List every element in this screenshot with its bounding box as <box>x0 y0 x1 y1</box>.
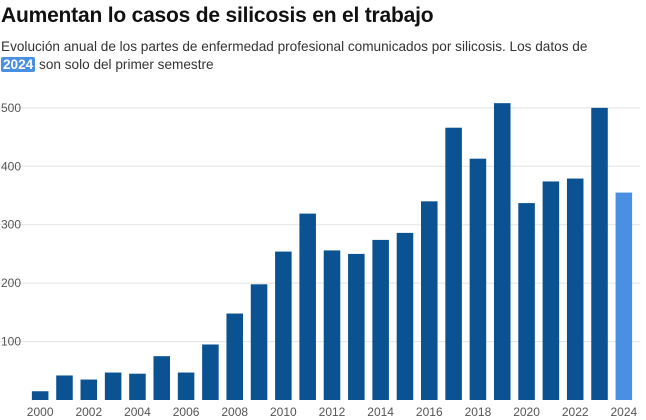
bar-2020 <box>518 203 535 400</box>
x-tick-label: 2024 <box>610 405 637 419</box>
x-tick-label: 2008 <box>221 405 248 419</box>
y-axis-labels: 100 200 300 400 500 <box>1 101 21 349</box>
bar-2001 <box>56 375 73 400</box>
y-tick-label: 400 <box>1 159 21 173</box>
bar-2012 <box>323 250 341 400</box>
x-tick-label: 2004 <box>124 405 151 419</box>
x-tick-label: 2000 <box>27 405 54 419</box>
x-tick-label: 2002 <box>75 405 102 419</box>
subtitle-text: Evolución anual de los partes de enferme… <box>1 39 588 54</box>
bar-2003 <box>104 372 122 400</box>
bar-2005 <box>153 356 171 400</box>
bar-2016 <box>421 201 438 400</box>
subtitle-highlight-year: 2024 <box>1 57 36 72</box>
y-tick-label: 500 <box>1 101 21 115</box>
bar-2000 <box>31 391 49 400</box>
bar-2010 <box>275 251 292 400</box>
x-tick-label: 2012 <box>319 405 346 419</box>
bar-2009 <box>250 284 268 400</box>
subtitle-text-end: son solo del primer semestre <box>39 57 214 72</box>
y-tick-label: 100 <box>1 335 21 349</box>
x-tick-label: 2010 <box>270 405 297 419</box>
x-axis-labels: 2000 2002 2004 2006 2008 2010 2012 2014 2016 2018… <box>27 405 638 419</box>
bar-2004 <box>129 373 146 400</box>
bar-2002 <box>80 379 98 400</box>
bar-2013 <box>348 253 365 400</box>
bar-2022 <box>566 178 584 400</box>
y-tick-label: 300 <box>1 218 21 232</box>
bars <box>31 103 633 400</box>
x-tick-label: 2006 <box>173 405 200 419</box>
bar-2017 <box>445 127 462 400</box>
chart-title: Aumentan lo casos de silicosis en el tra… <box>1 4 434 27</box>
bar-2011 <box>299 213 316 400</box>
x-tick-label: 2020 <box>513 405 540 419</box>
x-tick-label: 2018 <box>465 405 492 419</box>
x-tick-label: 2014 <box>367 405 394 419</box>
bar-2008 <box>226 313 243 400</box>
bar-2024 <box>615 192 633 400</box>
chart-subtitle: Evolución anual de los partes de enferme… <box>1 38 621 74</box>
bar-2015 <box>396 232 414 400</box>
bar-2007 <box>202 344 219 400</box>
y-tick-label: 200 <box>1 276 21 290</box>
bar-2018 <box>469 158 487 400</box>
bar-2006 <box>177 372 195 400</box>
bar-2019 <box>493 103 511 400</box>
bar-2014 <box>372 239 389 400</box>
bar-2023 <box>591 107 608 400</box>
x-tick-label: 2016 <box>416 405 443 419</box>
bar-2021 <box>542 181 560 400</box>
x-tick-label: 2022 <box>562 405 589 419</box>
